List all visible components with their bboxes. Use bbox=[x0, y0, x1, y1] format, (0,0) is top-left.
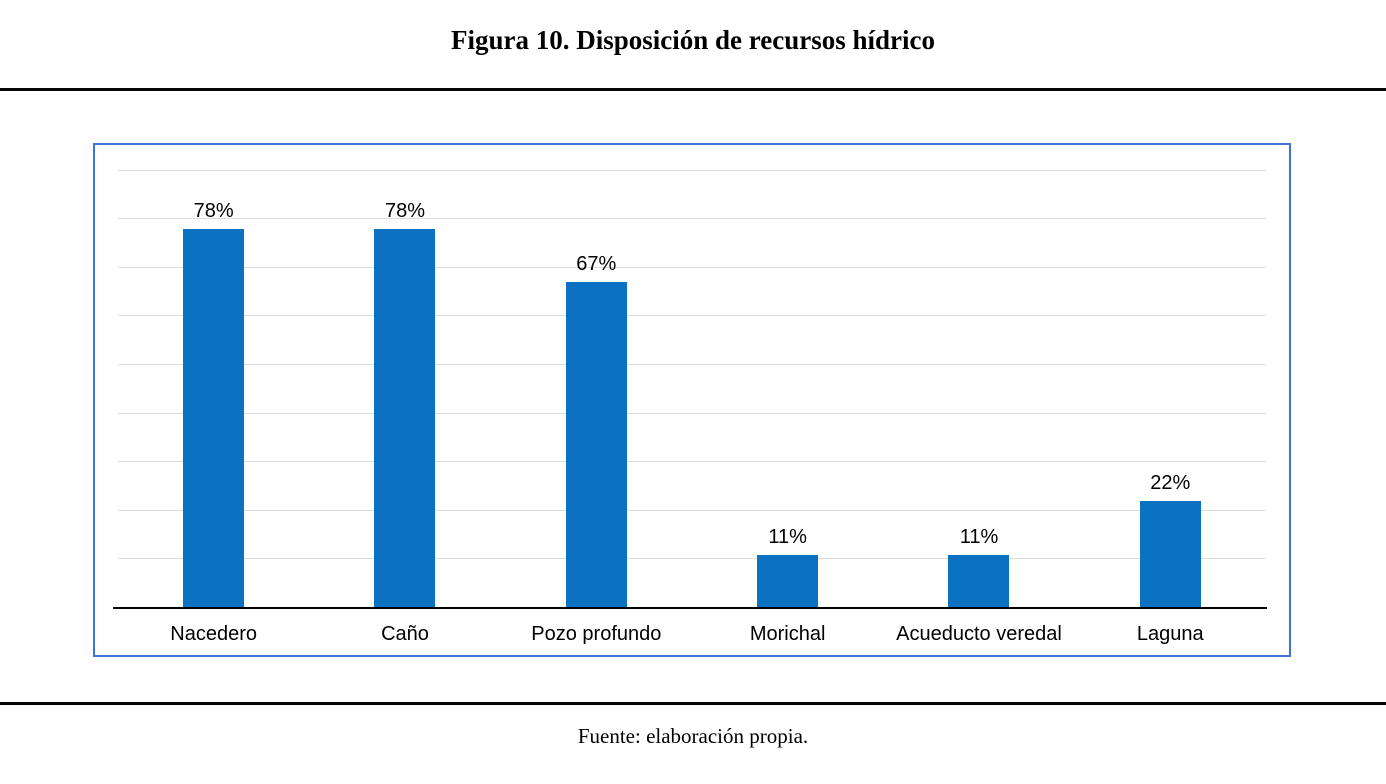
bar-value-label: 67% bbox=[576, 253, 617, 276]
bar-column: 78% bbox=[309, 200, 500, 608]
category-label: Nacedero bbox=[170, 623, 258, 645]
gridline bbox=[118, 461, 1266, 463]
gridline bbox=[118, 315, 1266, 317]
bar-column: 22% bbox=[1075, 472, 1266, 608]
bar-value-label: 11% bbox=[959, 525, 999, 548]
gridline bbox=[118, 169, 1266, 171]
bar bbox=[183, 228, 245, 608]
category-label: Morichal bbox=[749, 623, 826, 645]
bar-value-label: 78% bbox=[384, 199, 425, 222]
figure-title: Figura 10. Disposición de recursos hídri… bbox=[450, 25, 935, 55]
category-label: Acueducto veredal bbox=[896, 623, 1062, 645]
chart-frame: 78% 78% 67% 11% 11% 22% Nacedero Caño Pozo prof… bbox=[93, 143, 1291, 657]
bar-value-label: 22% bbox=[1150, 472, 1191, 495]
gridline bbox=[118, 558, 1266, 560]
gridline bbox=[118, 412, 1266, 414]
bar-column: 11% bbox=[692, 526, 883, 608]
gridline bbox=[118, 364, 1266, 365]
category-axis-labels: Nacedero Caño Pozo profundo Morichal Acueduc… bbox=[118, 623, 1266, 646]
top-horizontal-rule bbox=[0, 88, 1386, 91]
bar bbox=[757, 554, 819, 608]
bottom-horizontal-rule bbox=[0, 702, 1386, 705]
category-label: Caño bbox=[381, 623, 429, 645]
bar bbox=[565, 282, 627, 608]
bar bbox=[1139, 501, 1201, 608]
bar-column: 11% bbox=[883, 526, 1074, 608]
x-axis-line bbox=[113, 607, 1267, 609]
bar-column: 67% bbox=[501, 253, 692, 608]
bar-value-label: 11% bbox=[768, 525, 807, 548]
bar bbox=[948, 554, 1010, 608]
bar-column: 78% bbox=[118, 200, 309, 608]
bars-row: 78% 78% 67% 11% 11% 22% bbox=[118, 145, 1266, 608]
gridline bbox=[118, 218, 1266, 220]
source-note: Fuente: elaboración propia. bbox=[577, 724, 809, 748]
gridline bbox=[118, 266, 1266, 268]
bar bbox=[374, 228, 436, 608]
category-label: Pozo profundo bbox=[531, 623, 662, 645]
plot-area: 78% 78% 67% 11% 11% 22% bbox=[113, 145, 1267, 609]
gridline bbox=[118, 509, 1266, 511]
bar-value-label: 78% bbox=[193, 199, 234, 222]
category-label: Laguna bbox=[1136, 623, 1204, 645]
